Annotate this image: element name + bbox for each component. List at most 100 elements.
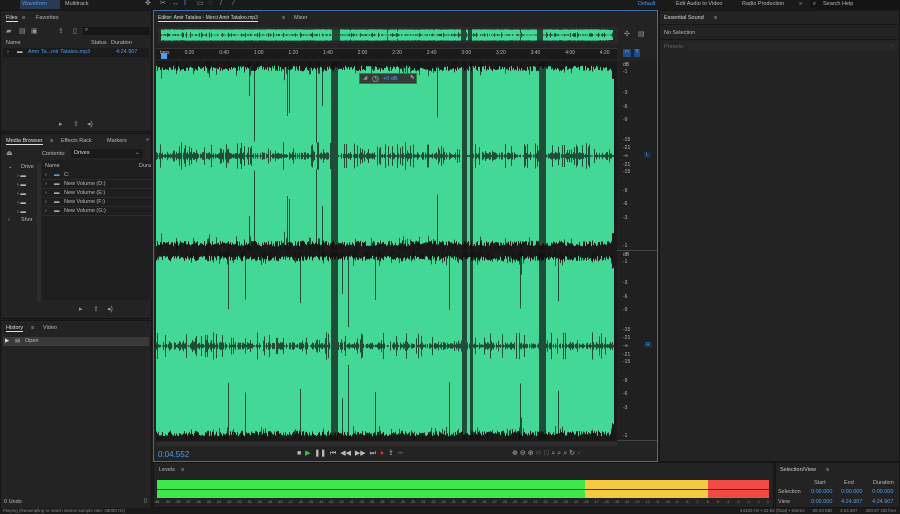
- selection-duration[interactable]: 0:00.000: [872, 489, 894, 495]
- tab-editor[interactable]: Editor: Amir Tataloo - Merci Amir Tatalo…: [158, 15, 258, 22]
- selection-end[interactable]: 0:00.000: [841, 489, 863, 495]
- trash-icon[interactable]: ▯: [144, 498, 148, 504]
- zoom-to-fit-icon[interactable]: ⌕: [577, 450, 583, 457]
- zoom-out-amplitude-icon[interactable]: ⊖: [519, 450, 528, 457]
- column-duration[interactable]: Duration: [111, 40, 132, 46]
- lasso-tool-icon[interactable]: ◌: [208, 0, 213, 7]
- waveform-mode-button[interactable]: Waveform: [20, 0, 60, 9]
- panel-menu-icon[interactable]: ≡: [50, 138, 54, 144]
- overview-navigator[interactable]: [158, 27, 618, 43]
- zoom-out-full-icon[interactable]: ⌕: [563, 450, 570, 457]
- files-search-input[interactable]: ⌕: [83, 27, 150, 35]
- play-icon[interactable]: ▶: [305, 450, 311, 457]
- tree-chevron-icon[interactable]: ›: [8, 217, 10, 223]
- media-item[interactable]: › ▬ C:: [42, 172, 152, 180]
- healing-tool-icon[interactable]: ⁄: [233, 0, 235, 7]
- expand-chevron-icon[interactable]: ›: [45, 208, 47, 214]
- file-row[interactable]: › ▬ Amir Ta...mir Tataloo.mp3 4:24.907: [3, 48, 149, 57]
- tab-effects-rack[interactable]: Effects Rack: [61, 138, 92, 144]
- tree-shortcuts[interactable]: Shor: [21, 217, 33, 223]
- media-item[interactable]: › ▬ New Volume (G:): [42, 208, 152, 216]
- new-file-icon[interactable]: ▣: [31, 28, 38, 35]
- tab-files[interactable]: Files: [6, 15, 18, 22]
- tree-drive-item[interactable]: › ▬: [17, 200, 26, 206]
- tab-media-browser[interactable]: Media Browser: [6, 138, 43, 145]
- panel-menu-icon[interactable]: ≡: [22, 15, 26, 21]
- waveform-display[interactable]: ◢ ◷ +0 dB ✎: [156, 61, 617, 441]
- rewind-icon[interactable]: ◀◀: [340, 450, 352, 457]
- zoom-nav-icon[interactable]: ✣: [624, 31, 630, 38]
- insert-icon[interactable]: ⇪: [58, 28, 64, 35]
- zoom-selection-icon[interactable]: ⊡: [543, 450, 552, 457]
- panel-menu-icon[interactable]: ≡: [31, 325, 35, 331]
- panel-menu-icon[interactable]: ≡: [826, 467, 830, 473]
- play-icon[interactable]: ▸: [59, 121, 63, 128]
- tree-drives[interactable]: Drive: [21, 164, 34, 170]
- expand-chevron-icon[interactable]: ›: [45, 181, 47, 187]
- snap-icon[interactable]: ∩: [623, 49, 631, 57]
- essential-sound-title[interactable]: Essential Sound: [664, 15, 704, 21]
- more-panels-icon[interactable]: »: [146, 137, 150, 143]
- presets-dropdown[interactable]: ⌄: [688, 42, 898, 51]
- expand-chevron-icon[interactable]: ›: [45, 190, 47, 196]
- channel-left-button[interactable]: L: [644, 152, 652, 158]
- horizontal-scrollbar[interactable]: [156, 442, 617, 446]
- multitrack-mode-button[interactable]: Multitrack: [65, 1, 89, 7]
- list-icon[interactable]: ▤: [638, 31, 645, 38]
- more-workspaces-button[interactable]: »: [799, 1, 803, 7]
- slip-tool-icon[interactable]: ↔: [172, 0, 179, 7]
- column-name[interactable]: Name: [6, 40, 21, 46]
- tree-drive-item[interactable]: › ▬: [17, 191, 26, 197]
- play-icon[interactable]: ▸: [79, 306, 83, 313]
- column-status[interactable]: Status: [91, 40, 107, 46]
- loop-icon[interactable]: ⇪: [387, 450, 394, 457]
- column-name[interactable]: Name: [45, 163, 60, 169]
- pin-icon[interactable]: ✎: [410, 75, 415, 81]
- insert-icon[interactable]: ⇪: [73, 121, 79, 128]
- view-end[interactable]: 4:24.907: [841, 499, 863, 505]
- razor-tool-icon[interactable]: ✂: [160, 0, 166, 7]
- media-item[interactable]: › ▬ New Volume (E:): [42, 190, 152, 198]
- media-item[interactable]: › ▬ New Volume (F:): [42, 199, 152, 207]
- delete-icon[interactable]: ▯: [73, 28, 77, 35]
- timeline-ruler[interactable]: hms0:200:401:001:201:402:002:202:403:003…: [156, 48, 617, 59]
- marquee-tool-icon[interactable]: ▭: [197, 0, 204, 7]
- volume-knob-icon[interactable]: ◷: [372, 74, 379, 83]
- skip-selection-icon[interactable]: ⇹: [397, 450, 404, 457]
- import-icon[interactable]: ▤: [19, 28, 26, 35]
- view-duration[interactable]: 4:24.907: [872, 499, 894, 505]
- expand-chevron-icon[interactable]: ›: [45, 199, 47, 205]
- panel-menu-icon[interactable]: ≡: [282, 15, 286, 21]
- media-item[interactable]: › ▬ New Volume (D:): [42, 181, 152, 189]
- channel-right-button[interactable]: R: [644, 342, 652, 348]
- tree-drive-item[interactable]: › ▬: [17, 182, 26, 188]
- skip-back-icon[interactable]: ⏮: [330, 450, 337, 457]
- workspace-radio-production[interactable]: Radio Production: [742, 1, 785, 7]
- zoom-out-time-icon[interactable]: ⊖: [535, 450, 544, 457]
- tab-mixer[interactable]: Mixer: [294, 15, 308, 21]
- hud-volume-value[interactable]: +0 dB: [383, 76, 398, 82]
- scrollbar[interactable]: [37, 164, 41, 302]
- view-start[interactable]: 0:00.000: [811, 499, 833, 505]
- selection-start[interactable]: 0:00.000: [811, 489, 833, 495]
- tree-drive-item[interactable]: › ▬: [17, 209, 26, 215]
- expand-chevron-icon[interactable]: ›: [45, 172, 47, 178]
- expand-chevron-icon[interactable]: ›: [7, 49, 9, 55]
- tab-video[interactable]: Video: [43, 325, 57, 331]
- open-folder-icon[interactable]: ▰: [6, 28, 12, 35]
- zoom-in-amplitude-icon[interactable]: ⊕: [512, 450, 520, 457]
- autoplay-icon[interactable]: ◂): [87, 121, 93, 128]
- stop-icon[interactable]: ■: [297, 450, 302, 457]
- drive-icon[interactable]: ⏏: [6, 150, 13, 157]
- brush-tool-icon[interactable]: /: [220, 0, 222, 7]
- tab-favorites[interactable]: Favorites: [36, 15, 59, 21]
- search-help-input[interactable]: ⌕ Search Help: [810, 0, 900, 9]
- tab-markers[interactable]: Markers: [107, 138, 127, 144]
- waveform-canvas[interactable]: [156, 61, 617, 441]
- zoom-in-time-icon[interactable]: ⊕: [527, 450, 536, 457]
- playhead-handle[interactable]: [161, 53, 167, 59]
- zoom-out-icon[interactable]: ⌕: [557, 450, 564, 457]
- record-icon[interactable]: ●: [379, 450, 385, 457]
- move-tool-icon[interactable]: ✥: [145, 0, 151, 7]
- time-selection-tool-icon[interactable]: I: [184, 0, 186, 7]
